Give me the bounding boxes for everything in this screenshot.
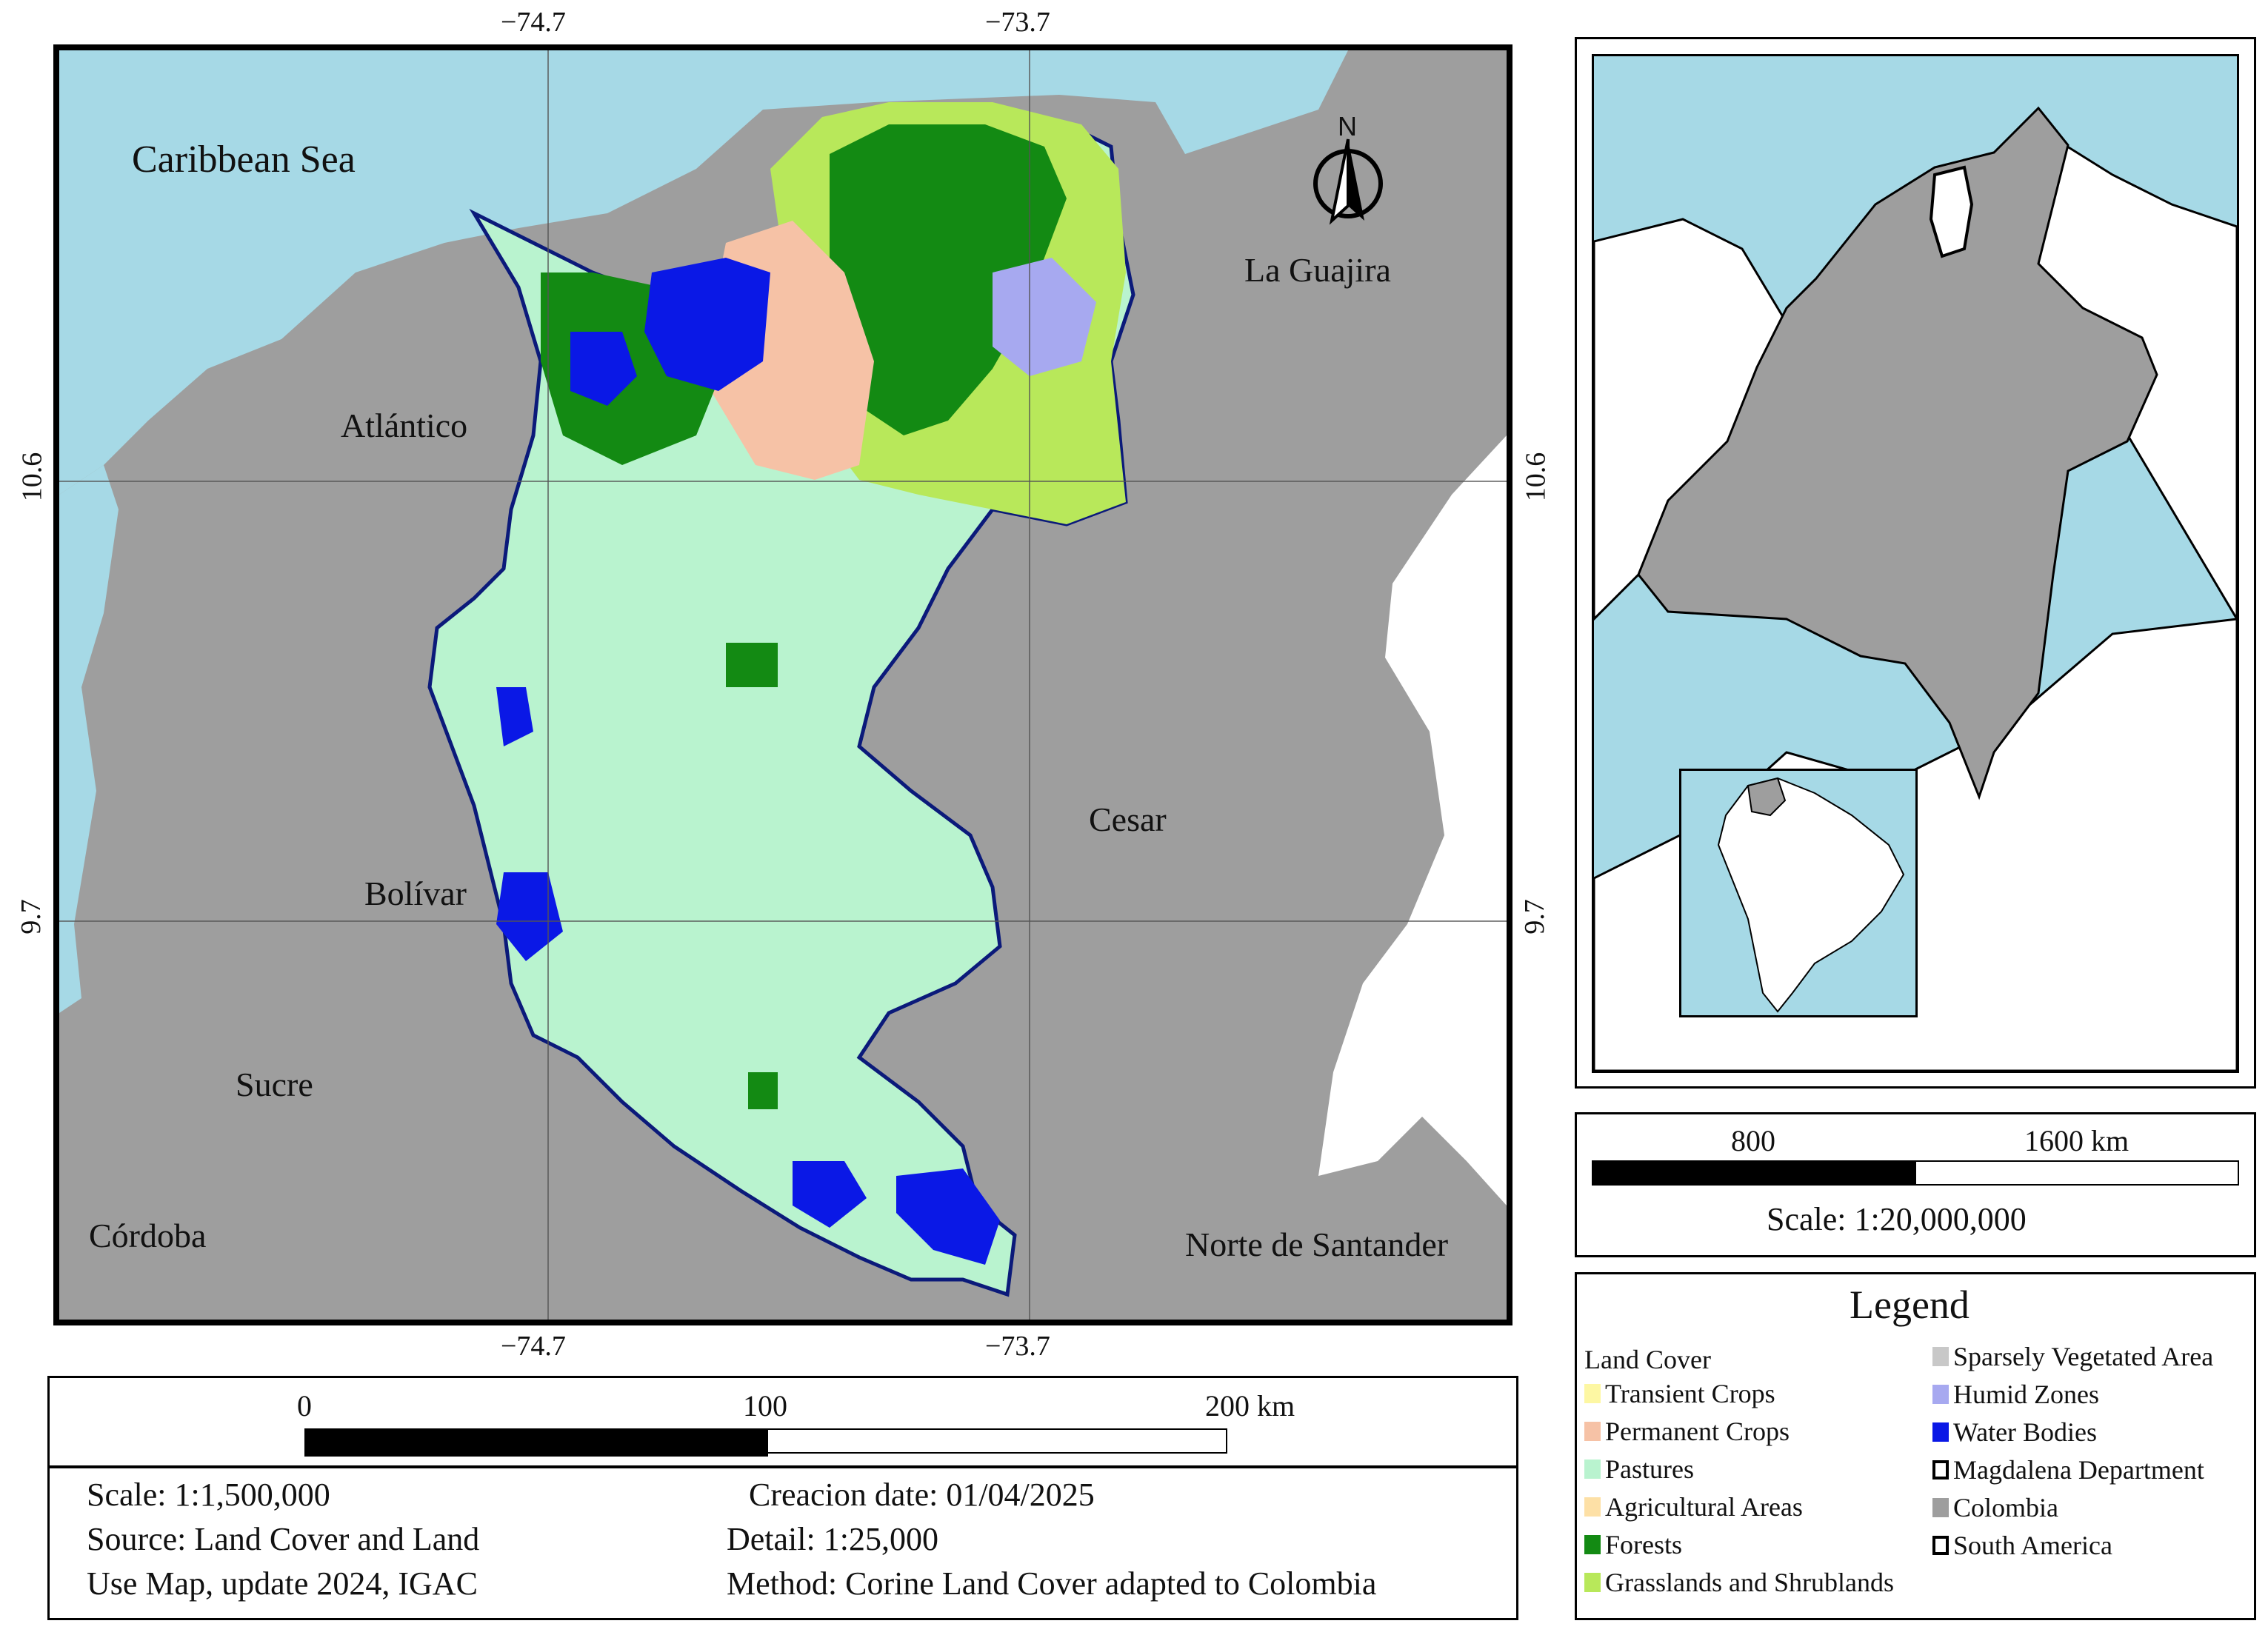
legend-item: Agricultural Areas [1584, 1491, 1803, 1522]
scale-tick-100: 100 [743, 1389, 787, 1422]
sea-left-strip [59, 465, 119, 1013]
legend-item: Pastures [1584, 1454, 1694, 1485]
legend-item: Permanent Crops [1584, 1416, 1790, 1447]
coord-right-2: 9.7 [1518, 899, 1550, 934]
inset-scale-text: Scale: 1:20,000,000 [1767, 1201, 2027, 1237]
legend-swatch [1932, 1536, 1949, 1555]
legend-item: Forests [1584, 1529, 1682, 1560]
coord-bottom-2: −73.7 [985, 1331, 1050, 1362]
label-cordoba: Córdoba [89, 1217, 207, 1254]
legend-group: Land Cover [1584, 1345, 1711, 1374]
legend-item: Humid Zones [1932, 1379, 2099, 1410]
legend-swatch [1932, 1498, 1949, 1517]
coord-top-1: −74.7 [501, 7, 566, 38]
label-norte-de-santander: Norte de Santander [1185, 1226, 1449, 1263]
meta-source-2: Use Map, update 2024, IGAC [87, 1565, 478, 1602]
scale-tick-200: 200 km [1205, 1389, 1295, 1422]
meta-scale: Scale: 1:1,500,000 [87, 1477, 330, 1513]
legend-swatch [1584, 1573, 1601, 1592]
south-water-3 [496, 872, 563, 961]
sierra-humid [993, 258, 1096, 376]
south-america-colombia [1747, 777, 1787, 817]
main-map-frame: N Caribbean Sea La Guajira Atlántico Ces… [53, 44, 1512, 1325]
scale-tick-0: 0 [297, 1389, 312, 1422]
meta-detail: Detail: 1:25,000 [727, 1521, 938, 1557]
sierra-forests [830, 124, 1067, 435]
label-atlantico: Atlántico [341, 407, 468, 444]
legend-title: Legend [1850, 1283, 1970, 1327]
meta-source-1: Source: Land Cover and Land [87, 1521, 480, 1557]
legend-label: Forests [1605, 1530, 1683, 1559]
north-arrow-icon [1313, 138, 1383, 225]
coord-top-2: −73.7 [985, 7, 1050, 38]
legend-swatch [1932, 1422, 1949, 1442]
inset-scale-tick-800: 800 [1731, 1124, 1775, 1157]
legend-label: Magdalena Department [1953, 1455, 2204, 1485]
legend-item: Magdalena Department [1932, 1454, 2204, 1485]
cienaga-water [644, 258, 770, 391]
inset-scale-box: 800 1600 km Scale: 1:20,000,000 [1575, 1112, 2256, 1257]
south-america-inset [1679, 769, 1918, 1017]
south-america-shape [1717, 777, 1905, 1013]
inset-scale-bar-white [1915, 1160, 2239, 1186]
legend-label: Grasslands and Shrublands [1605, 1568, 1894, 1597]
legend-label: Sparsely Vegetated Area [1953, 1342, 2214, 1371]
legend-swatch [1584, 1535, 1601, 1554]
forest-patch [726, 643, 778, 687]
legend-box: Legend Land Cover Transient Crops Permane… [1575, 1272, 2256, 1620]
label-cesar: Cesar [1089, 800, 1167, 838]
label-la-guajira: La Guajira [1244, 251, 1391, 289]
label-caribbean-sea: Caribbean Sea [132, 138, 356, 181]
meta-date: Creacion date: 01/04/2025 [749, 1477, 1095, 1513]
inset-map [1592, 54, 2239, 1073]
inset-scale-bar-black [1592, 1160, 1915, 1186]
legend-label: Humid Zones [1953, 1380, 2099, 1409]
meta-method: Method: Corine Land Cover adapted to Col… [727, 1565, 1377, 1602]
legend-label: Agricultural Areas [1605, 1492, 1803, 1522]
legend-swatch [1584, 1497, 1601, 1517]
legend-item: South America [1932, 1530, 2112, 1561]
coord-left-1: 10.6 [16, 452, 48, 502]
main-map [59, 50, 1507, 1320]
inset-scale-tick-1600: 1600 km [2024, 1124, 2129, 1157]
inset-frame [1575, 37, 2256, 1089]
outside-region [1318, 435, 1507, 1206]
scale-bar-white [767, 1428, 1227, 1454]
coord-left-2: 9.7 [15, 899, 47, 934]
legend-item: Grasslands and Shrublands [1584, 1567, 1894, 1598]
north-label: N [1338, 111, 1357, 141]
legend-item: Water Bodies [1932, 1417, 2097, 1448]
label-bolivar: Bolívar [364, 875, 467, 912]
south-water-1 [896, 1168, 1000, 1265]
coord-bottom-1: −74.7 [501, 1331, 566, 1362]
metadata-box: Scale: 1:1,500,000 Source: Land Cover an… [47, 1466, 1518, 1620]
main-scale-box: 0 100 200 km [47, 1376, 1518, 1468]
legend-label: Permanent Crops [1605, 1417, 1790, 1446]
legend-label: Water Bodies [1953, 1417, 2098, 1447]
inset-colombia [1637, 106, 2158, 800]
label-sucre: Sucre [236, 1066, 313, 1103]
legend-item: Sparsely Vegetated Area [1932, 1341, 2213, 1372]
legend-item: Transient Crops [1584, 1378, 1775, 1409]
legend-swatch [1932, 1460, 1949, 1479]
south-water-2 [793, 1161, 867, 1228]
legend-swatch [1584, 1384, 1601, 1403]
cienaga-water-west [570, 332, 637, 406]
scale-bar-black [304, 1428, 768, 1457]
legend-swatch [1932, 1385, 1949, 1404]
legend-label: Pastures [1605, 1454, 1694, 1484]
caribbean-sea [59, 50, 1507, 495]
legend-swatch [1932, 1347, 1949, 1366]
legend-label: South America [1953, 1531, 2112, 1560]
forest-patch [748, 1072, 778, 1109]
south-america-svg [1717, 777, 1905, 1013]
legend-item: Colombia [1932, 1492, 2058, 1523]
inset-magdalena [1929, 165, 1974, 258]
legend-label: Colombia [1953, 1493, 2058, 1522]
legend-swatch [1584, 1460, 1601, 1479]
coord-right-1: 10.6 [1520, 452, 1552, 502]
legend-label: Transient Crops [1605, 1379, 1775, 1408]
legend-swatch [1584, 1422, 1601, 1441]
west-water [496, 687, 533, 746]
